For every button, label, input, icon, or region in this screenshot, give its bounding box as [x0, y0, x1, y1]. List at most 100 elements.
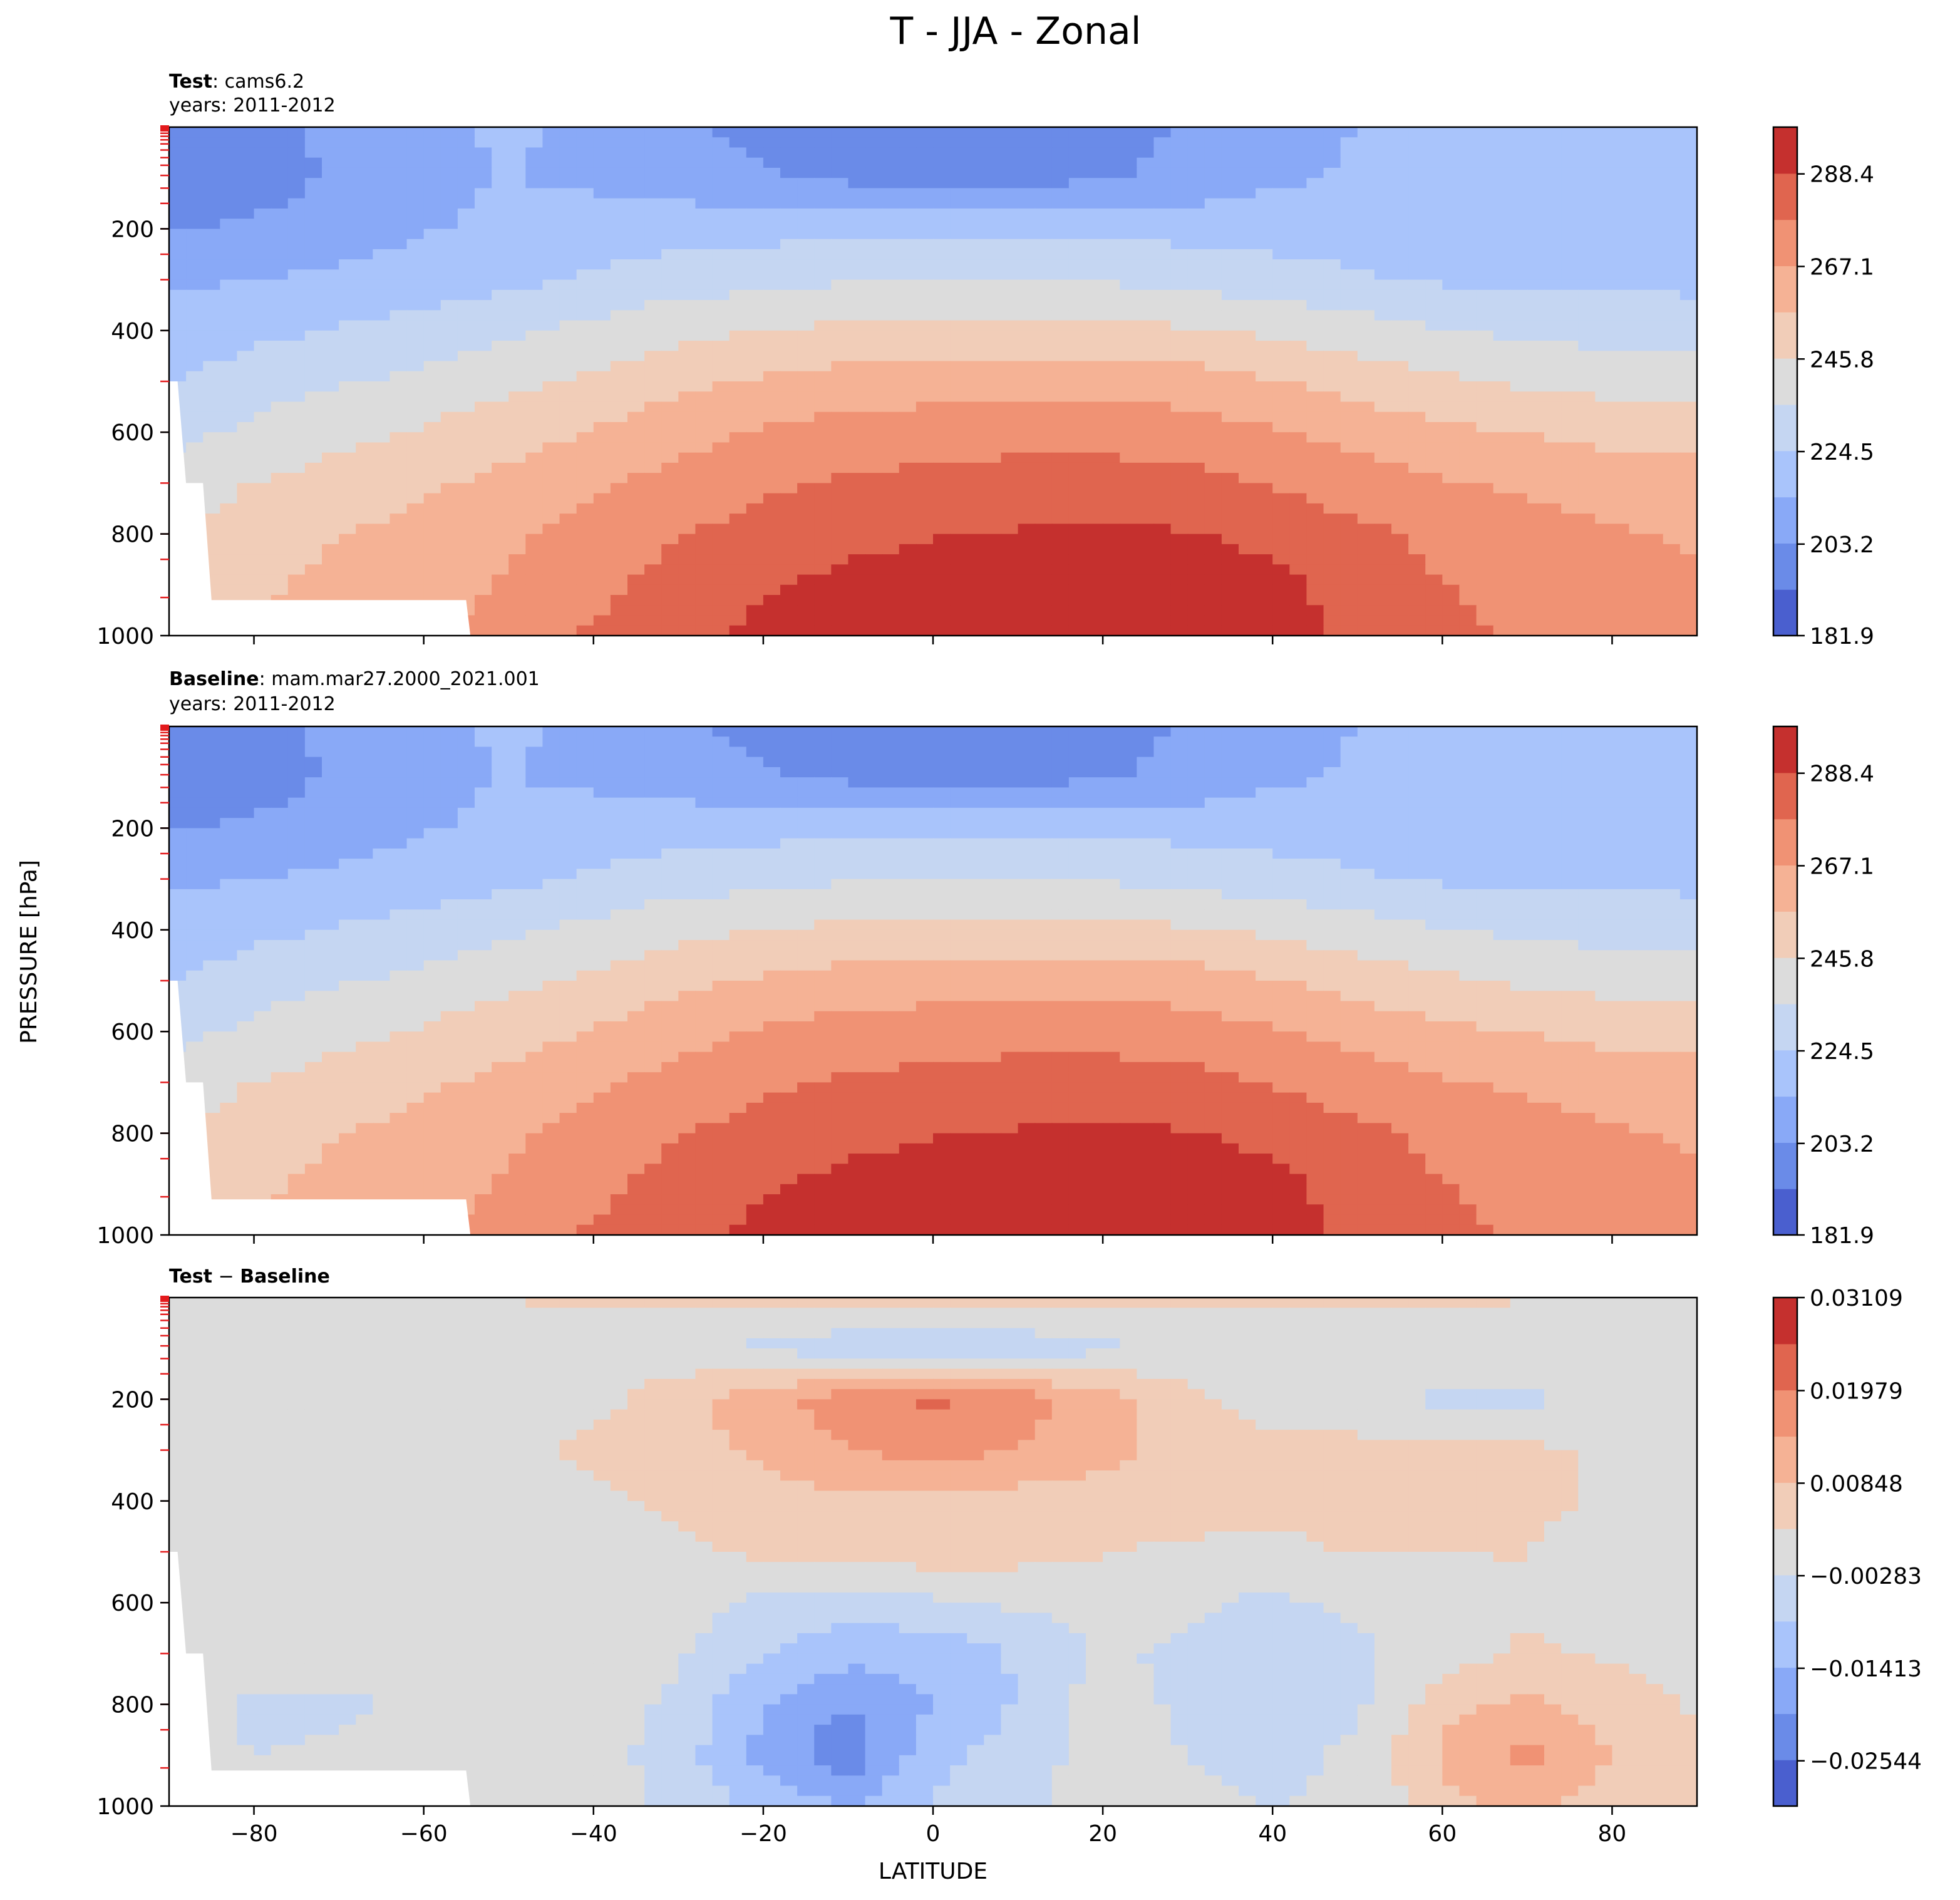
contour-cell	[1646, 351, 1664, 362]
contour-cell	[220, 167, 238, 178]
contour-cell	[1629, 351, 1647, 362]
contour-cell	[1103, 198, 1121, 209]
contour-cell	[1476, 584, 1494, 596]
contour-cell	[1544, 351, 1562, 362]
contour-cell	[508, 462, 527, 473]
contour-cell	[492, 726, 510, 738]
contour-cell	[593, 330, 611, 341]
contour-cell	[1170, 157, 1189, 168]
contour-cell	[644, 452, 663, 463]
contour-cell	[406, 239, 425, 250]
contour-cell	[661, 391, 679, 403]
contour-cell	[1493, 381, 1511, 393]
contour-cell	[304, 442, 322, 453]
contour-cell	[1527, 300, 1545, 311]
contour-cell	[593, 289, 611, 301]
contour-cell	[576, 320, 594, 331]
contour-cell	[1595, 198, 1613, 209]
contour-cell	[508, 625, 527, 636]
contour-cell	[1425, 167, 1443, 178]
contour-cell	[712, 584, 730, 596]
contour-cell	[373, 188, 391, 199]
contour-cell	[542, 341, 560, 352]
contour-cell	[1442, 411, 1460, 423]
contour-cell	[933, 127, 951, 138]
contour-cell	[237, 341, 255, 352]
contour-cell	[780, 229, 798, 240]
contour-cell	[1527, 564, 1545, 576]
contour-cell	[542, 473, 560, 484]
contour-cell	[1561, 178, 1579, 189]
contour-cell	[373, 514, 391, 525]
contour-cell	[712, 239, 730, 250]
contour-cell	[1120, 249, 1138, 260]
contour-cell	[389, 767, 408, 778]
contour-cell	[203, 421, 221, 433]
contour-cell	[627, 746, 645, 758]
contour-cell	[1256, 625, 1274, 636]
contour-cell	[1001, 493, 1019, 504]
contour-cell	[508, 574, 527, 586]
contour-cell	[1561, 421, 1579, 433]
contour-cell	[237, 401, 255, 413]
contour-cell	[492, 330, 510, 341]
contour-cell	[865, 320, 883, 331]
contour-cell	[627, 411, 645, 423]
contour-cell	[1561, 229, 1579, 240]
contour-cell	[644, 219, 663, 230]
contour-cell	[1357, 300, 1375, 311]
contour-cell	[322, 503, 339, 514]
contour-cell	[220, 411, 238, 423]
contour-cell	[1612, 300, 1630, 311]
contour-cell	[508, 300, 527, 311]
contour-cell	[1153, 167, 1172, 178]
contour-cell	[1663, 178, 1681, 189]
contour-cell	[1408, 421, 1426, 433]
contour-cell	[1034, 300, 1053, 311]
contour-cell	[1425, 554, 1443, 565]
contour-cell	[933, 229, 951, 240]
contour-cell	[389, 219, 408, 230]
contour-cell	[1001, 259, 1019, 271]
contour-cell	[457, 514, 475, 525]
contour-cell	[169, 341, 187, 352]
contour-cell	[1323, 300, 1341, 311]
contour-cell	[1001, 341, 1019, 352]
contour-cell	[492, 229, 510, 240]
contour-cell	[1629, 605, 1647, 616]
contour-cell	[389, 421, 408, 433]
contour-cell	[559, 726, 577, 738]
contour-cell	[967, 320, 985, 331]
contour-cell	[423, 401, 441, 413]
contour-cell	[610, 544, 628, 555]
contour-cell	[1272, 310, 1291, 321]
contour-cell	[678, 503, 696, 514]
contour-cell	[831, 208, 849, 219]
contour-cell	[1527, 167, 1545, 178]
contour-cell	[1204, 310, 1222, 321]
contour-cell	[1239, 167, 1256, 178]
contour-cell	[1408, 239, 1426, 250]
contour-cell	[169, 188, 187, 199]
contour-cell	[304, 544, 322, 555]
contour-cell	[1493, 178, 1511, 189]
contour-cell	[322, 421, 339, 433]
contour-cell	[220, 432, 238, 443]
contour-cell	[1357, 178, 1375, 189]
contour-cell	[339, 167, 357, 178]
contour-cell	[287, 564, 306, 576]
contour-cell	[1561, 249, 1579, 260]
contour-cell	[1527, 473, 1545, 484]
contour-cell	[203, 127, 221, 138]
contour-cell	[1272, 432, 1291, 443]
contour-cell	[542, 746, 560, 758]
contour-cell	[797, 198, 815, 209]
contour-cell	[1034, 605, 1053, 616]
contour-cell	[1239, 300, 1256, 311]
contour-cell	[1068, 147, 1086, 158]
contour-cell	[1527, 514, 1545, 525]
contour-cell	[729, 147, 747, 158]
contour-cell	[220, 178, 238, 189]
contour-cell	[1086, 371, 1103, 382]
contour-cell	[1018, 229, 1036, 240]
